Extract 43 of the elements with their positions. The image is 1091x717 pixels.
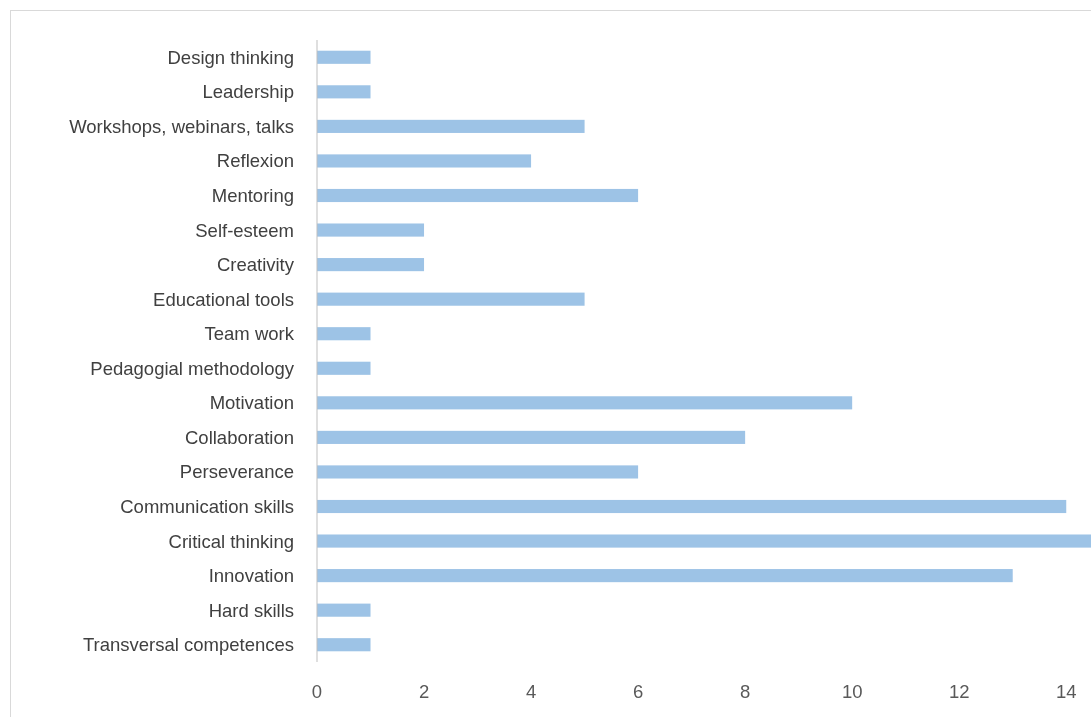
bar (317, 499, 1067, 514)
y-tick-label: Hard skills (208, 599, 294, 621)
bar (317, 223, 425, 237)
x-tick-label: 10 (841, 681, 863, 703)
bar (317, 154, 532, 168)
bar (317, 430, 746, 444)
y-tick-label: Team work (204, 323, 295, 345)
bar (317, 292, 585, 306)
x-tick-label: 8 (739, 681, 751, 703)
bar (317, 465, 639, 479)
y-tick-label: Self-esteem (195, 219, 294, 241)
y-tick-label: Workshops, webinars, talks (69, 115, 294, 137)
bar (317, 603, 371, 617)
y-tick-label: Reflexion (216, 150, 294, 172)
bar (317, 569, 1013, 583)
y-tick-label: Mentoring (211, 184, 294, 206)
bar (317, 327, 371, 341)
x-tick-label: 0 (311, 681, 323, 703)
y-tick-label: Collaboration (184, 426, 294, 448)
bar (317, 258, 425, 272)
bar (317, 361, 371, 375)
x-tick-label: 2 (418, 681, 430, 703)
x-tick-label: 4 (525, 681, 537, 703)
y-tick-label: Perseverance (179, 461, 294, 483)
bar (317, 50, 371, 64)
bar (317, 638, 371, 652)
x-tick-label: 14 (1055, 681, 1077, 703)
y-tick-label: Leadership (202, 81, 294, 103)
y-tick-label: Communication skills (120, 495, 294, 517)
bar (317, 119, 585, 133)
y-tick-label: Innovation (208, 565, 294, 587)
y-tick-label: Transversal competences (82, 634, 294, 656)
x-tick-label: 6 (632, 681, 644, 703)
y-tick-label: Motivation (209, 392, 294, 414)
bar (317, 396, 853, 410)
bar (317, 85, 371, 99)
y-tick-label: Educational tools (153, 288, 294, 310)
y-tick-label: Critical thinking (168, 530, 294, 552)
y-tick-label: Pedagogial methodology (90, 357, 295, 379)
y-tick-label: Creativity (216, 254, 295, 276)
bar (317, 188, 639, 203)
y-tick-label: Design thinking (167, 46, 294, 68)
x-tick-label: 12 (948, 681, 970, 703)
